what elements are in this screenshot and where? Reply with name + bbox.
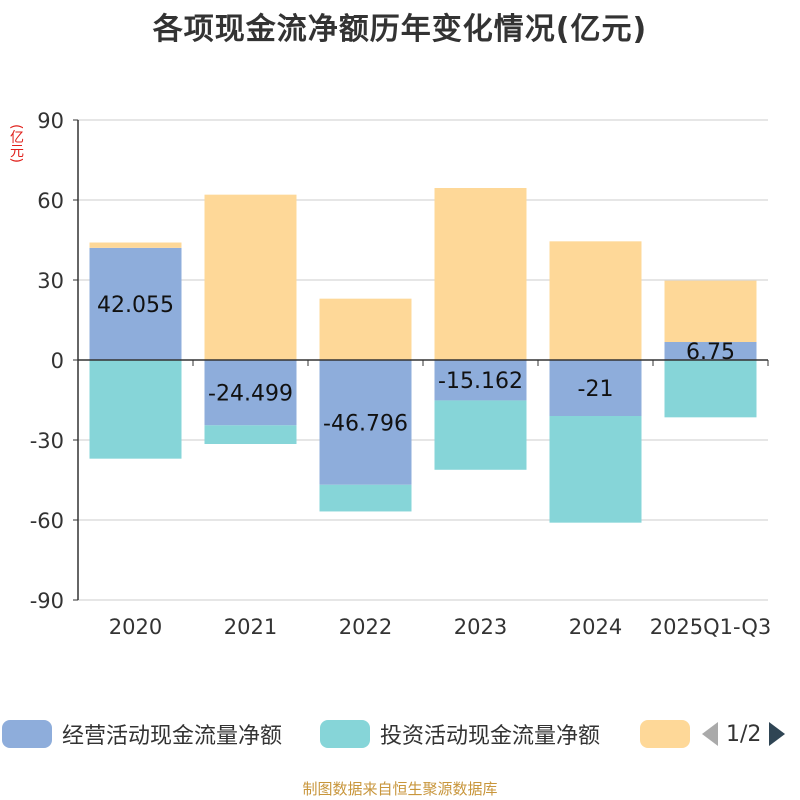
bar-investing	[434, 400, 527, 470]
legend-pager: 1/2	[700, 714, 787, 754]
bar-operating	[549, 360, 642, 416]
data-label: -24.499	[208, 382, 293, 407]
bar-chart: 90 60 30 0 -30 -60 -90 42.055 2020 -24.499 2021 -46…	[30, 109, 772, 639]
y-tick-label: 30	[37, 269, 64, 293]
bar-operating	[89, 247, 182, 360]
bar-operating	[664, 342, 757, 360]
legend-label-operating: 经营活动现金流量净额	[62, 724, 283, 749]
bar-financing	[204, 194, 297, 360]
bar-investing	[204, 425, 297, 444]
data-label: -46.796	[323, 411, 408, 436]
x-tick-label: 2020	[109, 615, 162, 639]
y-tick-label: 0	[51, 349, 64, 373]
bar-financing	[319, 298, 412, 360]
y-tick-label: 90	[37, 109, 64, 133]
legend-swatch-financing	[640, 720, 690, 748]
bar-operating	[204, 360, 297, 426]
data-label: 6.75	[686, 340, 735, 365]
legend-swatch-investing	[320, 720, 370, 748]
bar-financing	[434, 188, 527, 360]
bar-financing	[664, 280, 757, 342]
x-tick-label: 2025Q1-Q3	[650, 615, 772, 639]
bar-investing	[319, 484, 412, 512]
data-label: -15.162	[438, 369, 523, 394]
y-tick-label: -30	[30, 429, 64, 453]
x-tick-label: 2023	[454, 615, 507, 639]
chart-title: 各项现金流净额历年变化情况(亿元)	[152, 12, 648, 47]
bar-investing	[549, 416, 642, 523]
bar-financing	[549, 241, 642, 360]
legend-item-investing[interactable]: 投资活动现金流量净额	[320, 714, 600, 754]
data-source-note: 制图数据来自恒生聚源数据库	[302, 780, 498, 798]
legend-page-indicator: 1/2	[726, 721, 762, 747]
x-tick-label: 2024	[569, 615, 622, 639]
data-label: 42.055	[97, 293, 174, 318]
data-label: -21	[578, 377, 614, 402]
legend-swatch-operating	[2, 720, 52, 748]
x-tick-label: 2021	[224, 615, 277, 639]
y-axis-unit: (亿元)	[8, 124, 24, 163]
next-page-arrow-icon[interactable]	[767, 719, 787, 749]
bar-operating	[319, 360, 412, 485]
legend-label-investing: 投资活动现金流量净额	[380, 724, 601, 749]
legend: 经营活动现金流量净额 投资活动现金流量净额	[0, 714, 800, 754]
prev-page-arrow-icon[interactable]	[700, 719, 720, 749]
bar-financing	[89, 242, 182, 248]
y-tick-label: -60	[30, 509, 64, 533]
legend-item-operating[interactable]: 经营活动现金流量净额	[2, 714, 282, 754]
legend-item-financing[interactable]	[640, 714, 690, 754]
bar-investing	[89, 360, 182, 459]
y-tick-label: 60	[37, 189, 64, 213]
bar-investing	[664, 360, 757, 418]
bar-operating	[434, 360, 527, 401]
x-tick-label: 2022	[339, 615, 392, 639]
y-tick-label: -90	[30, 589, 64, 613]
